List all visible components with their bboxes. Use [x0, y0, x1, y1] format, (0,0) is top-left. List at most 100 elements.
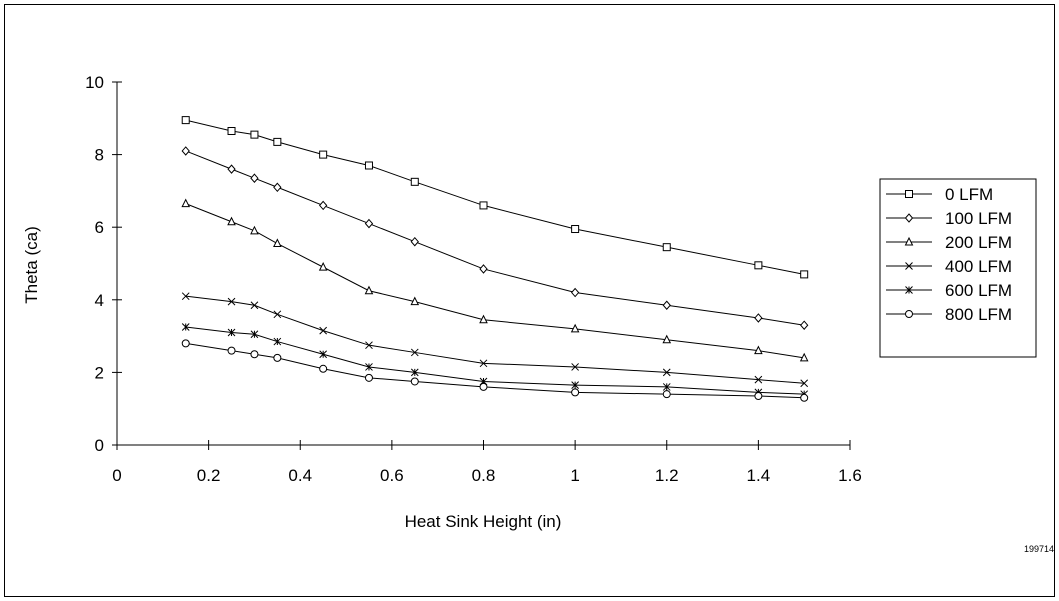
series-line: [185, 150, 805, 326]
legend-marker: [904, 236, 914, 246]
legend-marker: [905, 262, 913, 270]
data-point: [754, 313, 763, 323]
data-point: [364, 218, 374, 229]
data-point: [227, 164, 236, 174]
x-tick-label: 1.4: [747, 466, 771, 485]
data-point: [570, 323, 580, 333]
data-point: [479, 314, 488, 324]
data-point: [181, 116, 190, 125]
data-point: [571, 381, 579, 389]
data-point: [410, 348, 419, 357]
legend-marker: [905, 310, 913, 318]
data-point: [318, 200, 328, 211]
data-point: [662, 334, 672, 344]
legend-marker: [905, 190, 913, 198]
series-layer: [181, 116, 809, 402]
data-point: [479, 201, 488, 210]
data-point: [410, 236, 419, 247]
data-point: [754, 345, 763, 355]
data-point: [479, 264, 488, 274]
data-point: [800, 393, 809, 402]
series-200-lfm: [181, 198, 809, 362]
data-point: [479, 359, 488, 368]
data-point: [250, 173, 259, 183]
legend-box: [879, 178, 1037, 358]
data-point: [799, 352, 809, 362]
x-tick-label: 1: [570, 466, 579, 485]
data-point: [318, 262, 328, 271]
data-point: [800, 270, 809, 279]
data-point: [800, 379, 809, 388]
series-0-lfm: [181, 116, 809, 279]
x-tick-label: 1.6: [838, 466, 862, 485]
data-point: [181, 198, 191, 208]
series-line: [185, 203, 805, 359]
data-point: [273, 182, 282, 193]
legend-item: 0 LFM: [886, 185, 993, 204]
legend-item: 800 LFM: [886, 305, 1012, 324]
x-tick-label: 0: [112, 466, 121, 485]
data-point: [250, 330, 259, 339]
legend-item: 100 LFM: [886, 209, 1012, 228]
legend: 0 LFM 100 LFM 200 LFM 400 LFM 600 LFM 800 LFM: [879, 178, 1037, 358]
legend-label: 400 LFM: [945, 257, 1012, 276]
data-point: [250, 130, 259, 139]
data-point: [319, 326, 328, 335]
data-point: [662, 243, 671, 252]
legend-marker: [904, 213, 914, 223]
data-point: [410, 177, 419, 186]
data-point: [662, 390, 671, 399]
data-point: [250, 301, 259, 310]
data-point: [227, 297, 236, 306]
series-400-lfm: [181, 292, 809, 388]
data-point: [181, 146, 190, 156]
data-point: [365, 341, 373, 350]
legend-item: 600 LFM: [886, 281, 1012, 300]
series-line: [185, 295, 805, 384]
data-point: [227, 346, 236, 355]
y-tick-label: 4: [95, 291, 104, 310]
legend-label: 200 LFM: [945, 233, 1012, 252]
y-tick-label: 8: [95, 146, 104, 165]
data-point: [570, 287, 580, 298]
data-point: [319, 150, 328, 159]
data-point: [273, 137, 282, 146]
data-point: [319, 364, 328, 373]
x-tick-label: 0.6: [380, 466, 404, 485]
x-tick-label: 1.2: [655, 466, 679, 485]
data-point: [662, 368, 671, 377]
y-tick-label: 10: [85, 73, 104, 92]
y-tick-label: 6: [95, 218, 104, 237]
data-point: [364, 373, 373, 382]
data-point: [662, 383, 671, 391]
data-point: [754, 391, 763, 400]
data-point: [181, 323, 190, 331]
data-point: [365, 363, 373, 371]
data-point: [227, 216, 236, 226]
legend-label: 600 LFM: [945, 281, 1012, 300]
y-tick-label: 0: [95, 436, 104, 455]
axes: 0 0.2 0.4 0.6 0.8 1 1.2 1.4 1.6 0 2 4 6 8 10: [85, 73, 862, 485]
data-point: [571, 225, 580, 234]
x-tick-label: 0.8: [472, 466, 496, 485]
data-point: [754, 261, 763, 270]
data-point: [250, 225, 259, 235]
data-point: [250, 350, 259, 359]
legend-marker: [905, 286, 913, 294]
series-100-lfm: [181, 146, 809, 330]
legend-item: 200 LFM: [886, 233, 1012, 252]
y-tick-label: 2: [95, 363, 104, 382]
data-point: [181, 339, 190, 348]
legend-item: 400 LFM: [886, 257, 1012, 276]
data-point: [410, 377, 419, 386]
legend-label: 0 LFM: [945, 185, 993, 204]
data-point: [479, 382, 488, 391]
data-point: [571, 388, 580, 397]
data-point: [364, 161, 373, 170]
data-point: [273, 337, 282, 346]
data-point: [227, 127, 236, 136]
chart-frame: [4, 4, 1055, 597]
data-point: [571, 363, 579, 371]
x-tick-label: 0.4: [288, 466, 312, 485]
